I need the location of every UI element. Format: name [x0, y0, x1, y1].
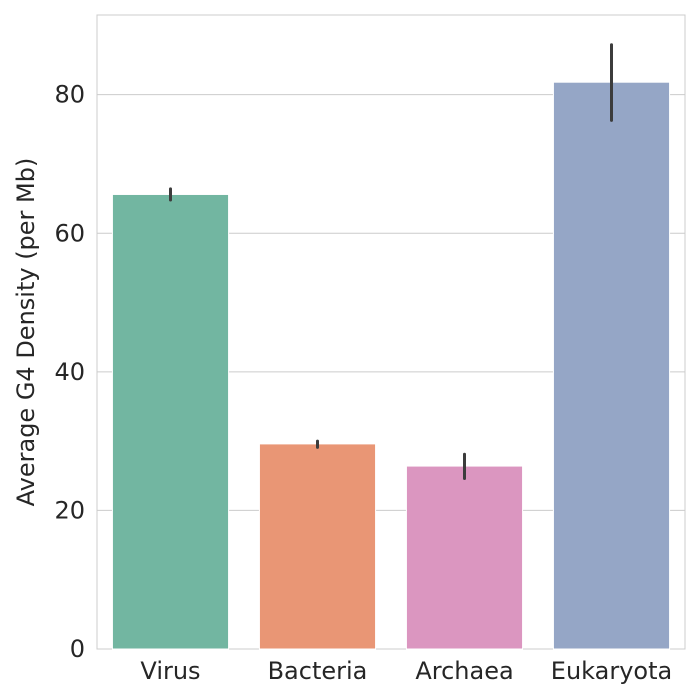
x-tick-label: Virus	[140, 657, 200, 685]
x-tick-label: Bacteria	[268, 657, 368, 685]
error-bars	[169, 43, 613, 481]
y-tick-label: 60	[54, 219, 85, 247]
bars	[111, 81, 671, 650]
x-tick-label: Archaea	[415, 657, 513, 685]
y-tick-label: 20	[54, 496, 85, 524]
y-axis-ticks: 0 20 40 60 80	[54, 81, 85, 663]
y-tick-label: 80	[54, 81, 85, 109]
plot-frame	[96, 14, 686, 650]
y-axis-label: Average G4 Density (per Mb)	[12, 158, 40, 507]
x-axis-ticks: Virus Bacteria Archaea Eukaryota	[140, 657, 672, 685]
y-tick-label: 0	[70, 635, 85, 663]
x-tick-label: Eukaryota	[551, 657, 672, 685]
y-tick-label: 40	[54, 358, 85, 386]
bar-archaea	[405, 465, 524, 650]
bar-virus	[111, 193, 230, 650]
bar-bacteria	[258, 443, 377, 650]
bar-eukaryota	[552, 81, 671, 650]
